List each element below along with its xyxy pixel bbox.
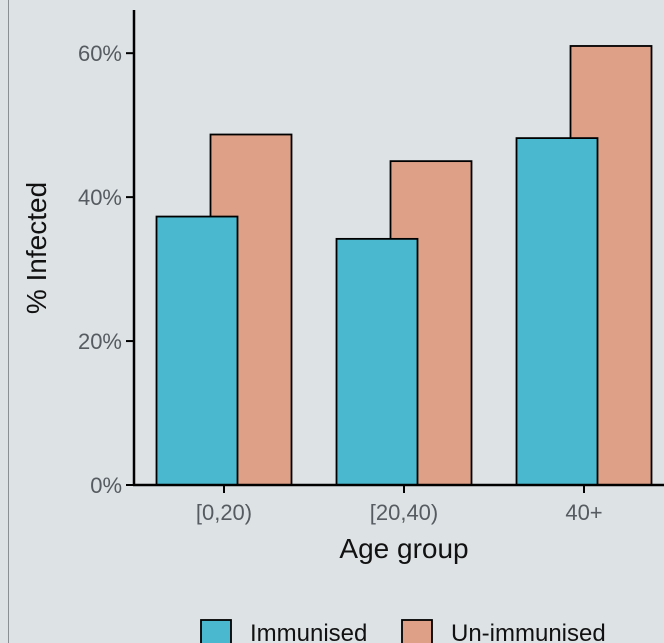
legend-label-immunised: Immunised	[250, 620, 367, 643]
y-axis-title: % Infected	[21, 182, 52, 314]
x-ticks: [0,20) [20,40) 40+	[196, 485, 603, 525]
x-axis-title: Age group	[339, 533, 468, 564]
panel-border-line	[8, 0, 9, 643]
y-tick-label: 0%	[90, 473, 122, 498]
y-tick-label: 60%	[78, 41, 122, 66]
legend-label-un-immunised: Un-immunised	[451, 620, 606, 643]
legend: Immunised Un-immunised	[200, 619, 606, 643]
bar-immunised-2	[515, 137, 599, 486]
legend-swatch-immunised	[200, 619, 232, 643]
y-ticks: 0% 20% 40% 60%	[78, 41, 134, 498]
y-tick-label: 40%	[78, 185, 122, 210]
x-tick-label: 40+	[565, 500, 602, 525]
x-tick-label: [0,20)	[196, 500, 252, 525]
bars-layer	[155, 45, 653, 486]
y-tick-label: 20%	[78, 329, 122, 354]
x-tick-label: [20,40)	[370, 500, 439, 525]
bar-immunised-1	[335, 237, 419, 486]
legend-swatch-un-immunised	[401, 619, 433, 643]
bar-immunised-0	[155, 215, 239, 486]
